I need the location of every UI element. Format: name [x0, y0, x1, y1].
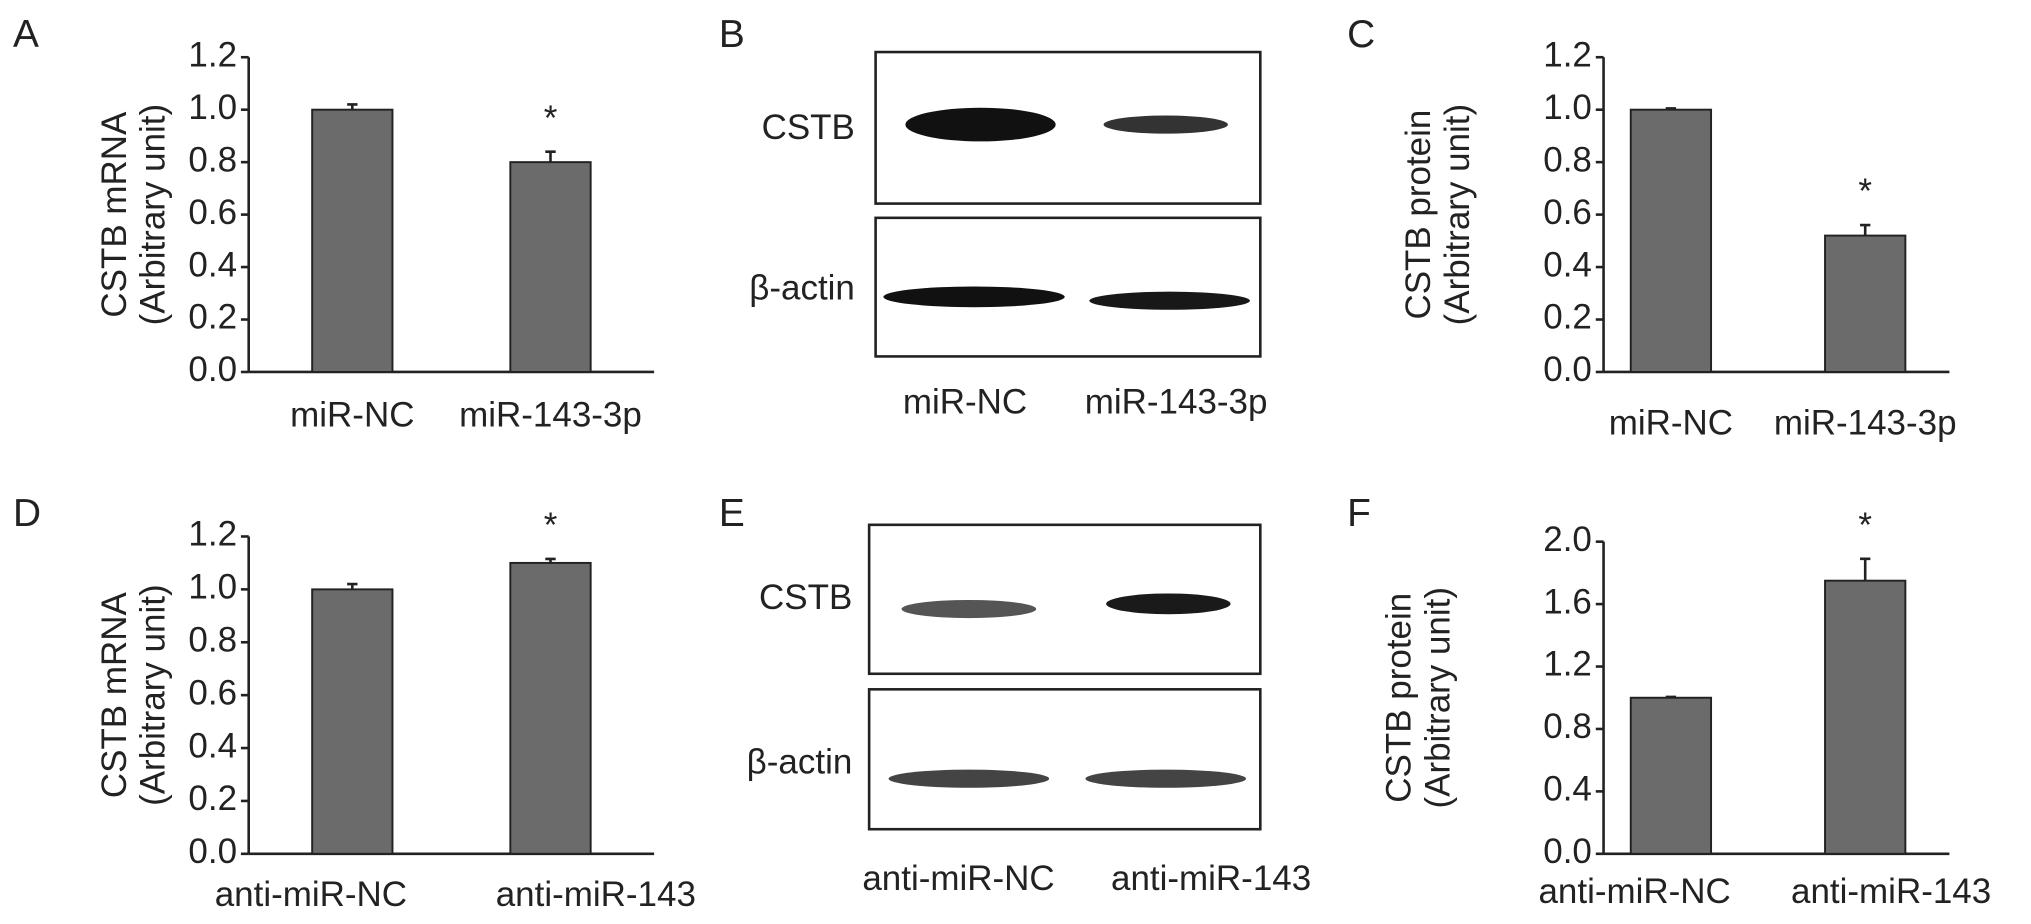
- y-axis-label: (Arbitrary unit): [1419, 587, 1458, 809]
- y-axis-label: (Arbitrary unit): [134, 104, 173, 326]
- y-axis-label: (Arbitrary unit): [1438, 104, 1477, 326]
- band: [883, 286, 1065, 308]
- y-tick-label: 0.6: [188, 193, 237, 232]
- x-tick-label: miR-143-3p: [459, 396, 642, 435]
- lane-label: miR-143-3p: [1085, 383, 1268, 422]
- error-bar: [545, 150, 556, 163]
- lane-label: miR-NC: [903, 383, 1027, 422]
- y-tick-label: 1.0: [1543, 88, 1592, 127]
- error-bar: [1860, 557, 1871, 581]
- y-axis-label: CSTB mRNA: [95, 111, 134, 318]
- band: [905, 107, 1056, 142]
- x-tick-label: miR-143-3p: [1774, 403, 1957, 442]
- y-axis-label: CSTB mRNA: [95, 592, 134, 799]
- row-label: β-actin: [749, 269, 855, 308]
- y-tick-label: 0.4: [188, 245, 237, 284]
- bar: [509, 561, 592, 855]
- significance-mark: *: [544, 506, 558, 545]
- chart: A CSTB mRNA (Arbitrary unit) 0.0 0.2 0.4 0.6 0.…: [13, 13, 655, 435]
- y-tick-label: 1.2: [188, 35, 237, 74]
- x-tick-label: anti-miR-143: [1791, 872, 1991, 911]
- y-tick-label: 0.4: [188, 726, 237, 765]
- error-bar: [1665, 695, 1677, 699]
- y-tick-label: 1.2: [1543, 645, 1592, 684]
- x-tick-label: anti-miR-NC: [1538, 872, 1730, 911]
- y-tick-label: 1.2: [1543, 35, 1592, 74]
- bar: [311, 108, 394, 373]
- bar: [1629, 696, 1713, 855]
- blot-panel: E CSTB β-actin anti-miR-NC anti-miR-143: [719, 492, 1311, 898]
- x-tick-label: miR-NC: [290, 396, 414, 435]
- x-tick-label: anti-miR-143: [496, 875, 696, 914]
- y-tick-label: 0.4: [1543, 245, 1592, 284]
- significance-mark: *: [1858, 172, 1872, 211]
- y-tick-label: 0.2: [1543, 298, 1592, 337]
- band: [1085, 769, 1247, 788]
- y-tick-label: 0.6: [1543, 193, 1592, 232]
- lane-label: anti-miR-143: [1111, 859, 1311, 898]
- band: [888, 769, 1050, 788]
- y-tick-label: 0.8: [188, 140, 237, 179]
- bar: [311, 588, 394, 855]
- panel-letter: C: [1347, 13, 1375, 56]
- y-tick-label: 0.8: [1543, 140, 1592, 179]
- blot-panel: B CSTB β-actin miR-NC miR-143-3p: [719, 13, 1268, 422]
- error-bar: [347, 582, 358, 590]
- band: [1089, 291, 1250, 310]
- y-axis-label: (Arbitrary unit): [134, 584, 173, 806]
- blot-frame: [867, 688, 1262, 831]
- y-tick-label: 0.2: [188, 779, 237, 818]
- y-tick-label: 1.2: [188, 515, 237, 554]
- y-axis-label: CSTB protein: [1399, 110, 1438, 320]
- y-tick-label: 1.6: [1543, 582, 1592, 621]
- x-tick-label: anti-miR-NC: [215, 875, 407, 914]
- panel-letter: E: [719, 492, 745, 535]
- chart: F CSTB protein (Arbitrary unit) 0.0 0.4 0.8 1.…: [1347, 492, 1991, 911]
- significance-mark: *: [1858, 506, 1872, 545]
- y-tick-label: 0.6: [188, 673, 237, 712]
- y-tick-label: 0.0: [188, 350, 237, 389]
- y-tick-label: 0.2: [188, 298, 237, 337]
- band: [1106, 593, 1231, 615]
- band: [901, 599, 1037, 619]
- y-axis-label: CSTB protein: [1380, 593, 1419, 803]
- error-bar: [1860, 223, 1871, 236]
- y-tick-label: 1.0: [188, 568, 237, 607]
- band: [1103, 115, 1228, 134]
- bar: [509, 161, 592, 373]
- panel-letter: F: [1347, 492, 1371, 535]
- panel-letter: A: [13, 13, 39, 56]
- y-tick-label: 0.8: [188, 620, 237, 659]
- error-bar: [1665, 107, 1677, 110]
- bar: [1824, 234, 1907, 373]
- significance-mark: *: [544, 99, 558, 138]
- y-tick-label: 2.0: [1543, 520, 1592, 559]
- panel-letter: D: [13, 492, 41, 535]
- chart: D CSTB mRNA (Arbitrary unit) 0.0 0.2 0.4 0.6 0.…: [13, 492, 696, 914]
- lane-label: anti-miR-NC: [862, 859, 1054, 898]
- bar: [1824, 579, 1907, 855]
- y-tick-label: 1.0: [188, 88, 237, 127]
- error-bar: [545, 557, 556, 563]
- panel-letter: B: [719, 13, 745, 56]
- row-label: CSTB: [759, 578, 852, 617]
- error-bar: [347, 103, 358, 110]
- y-tick-label: 0.0: [1543, 832, 1592, 871]
- bar: [1629, 108, 1713, 373]
- x-tick-label: miR-NC: [1609, 403, 1733, 442]
- y-tick-label: 0.8: [1543, 707, 1592, 746]
- y-tick-label: 0.4: [1543, 770, 1592, 809]
- y-tick-label: 0.0: [188, 832, 237, 871]
- row-label: CSTB: [762, 108, 855, 147]
- blot-frame: [874, 216, 1262, 358]
- row-label: β-actin: [747, 743, 853, 782]
- y-tick-label: 0.0: [1543, 350, 1592, 389]
- chart: C CSTB protein (Arbitrary unit) 0.0 0.2 0.4 0.…: [1347, 13, 1956, 443]
